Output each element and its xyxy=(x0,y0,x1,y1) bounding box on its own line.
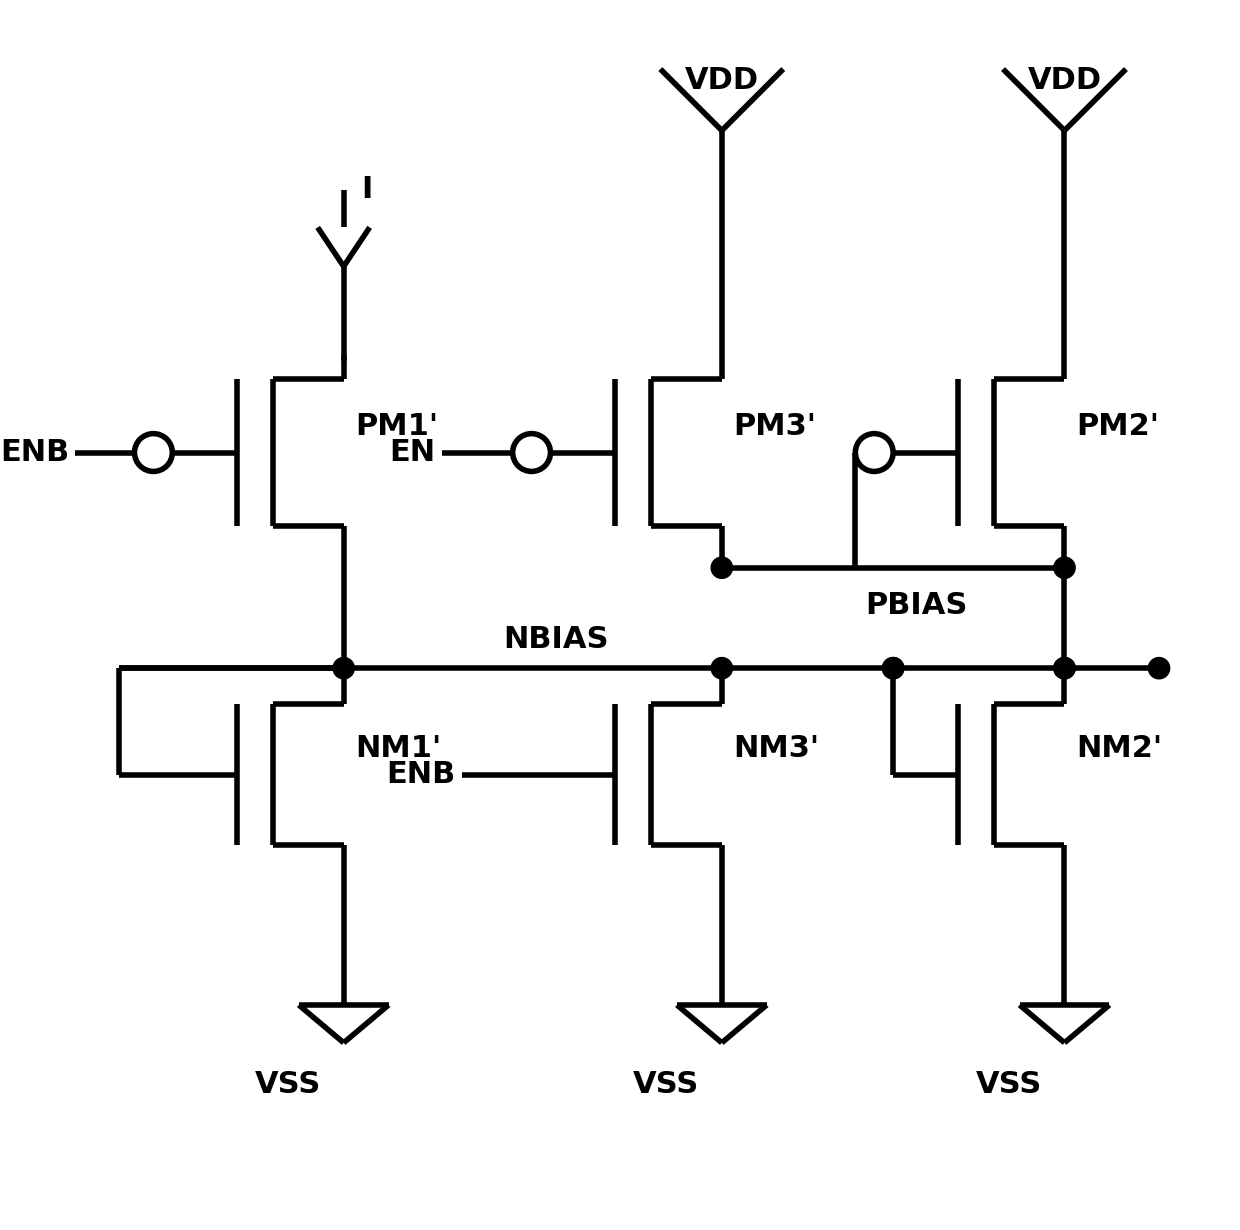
Text: NBIAS: NBIAS xyxy=(503,625,609,654)
Text: NM1': NM1' xyxy=(356,734,441,763)
Text: PM3': PM3' xyxy=(734,412,817,440)
Text: PM2': PM2' xyxy=(1076,412,1159,440)
Text: I: I xyxy=(361,175,373,204)
Text: VSS: VSS xyxy=(634,1070,699,1098)
Circle shape xyxy=(134,434,172,471)
Text: NM3': NM3' xyxy=(734,734,820,763)
Circle shape xyxy=(334,658,355,679)
Circle shape xyxy=(883,658,904,679)
Text: EN: EN xyxy=(389,438,435,467)
Text: VDD: VDD xyxy=(684,66,759,95)
Circle shape xyxy=(883,658,904,679)
Circle shape xyxy=(712,658,733,679)
Circle shape xyxy=(512,434,551,471)
Text: VDD: VDD xyxy=(1028,66,1101,95)
Circle shape xyxy=(856,434,893,471)
Text: PBIAS: PBIAS xyxy=(866,592,968,620)
Circle shape xyxy=(1054,658,1075,679)
Text: VSS: VSS xyxy=(255,1070,321,1098)
Circle shape xyxy=(712,557,733,578)
Circle shape xyxy=(1054,557,1075,578)
Text: VSS: VSS xyxy=(976,1070,1042,1098)
Circle shape xyxy=(1148,658,1169,679)
Circle shape xyxy=(1054,658,1075,679)
Text: NM2': NM2' xyxy=(1076,734,1162,763)
Text: PM1': PM1' xyxy=(356,412,439,440)
Text: ENB: ENB xyxy=(0,438,69,467)
Text: ENB: ENB xyxy=(387,760,456,788)
